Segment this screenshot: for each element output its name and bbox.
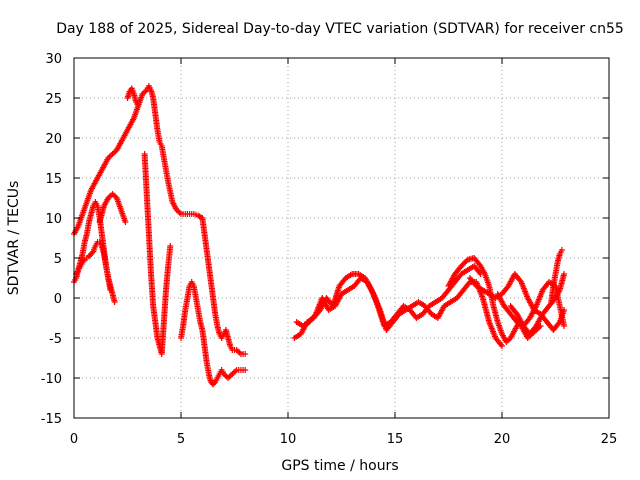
series-arc-14 [548, 247, 565, 305]
data-point [89, 249, 96, 256]
data-point [561, 323, 568, 329]
y-tick-label: 0 [54, 292, 62, 307]
y-axis-label: SDTVAR / TECUs [6, 181, 22, 296]
series-arc-4 [96, 191, 129, 225]
series-arc-5 [124, 85, 142, 109]
data-point [555, 320, 562, 327]
series-arc-9 [293, 275, 505, 349]
data-point [242, 351, 249, 357]
x-tick-label: 5 [177, 432, 185, 447]
data-point [499, 343, 505, 349]
plot-frame [73, 57, 610, 419]
data-point [558, 247, 565, 253]
x-tick-label: 15 [387, 432, 404, 447]
series-arc-7 [178, 279, 249, 388]
series-arc-6 [141, 151, 174, 357]
chart-title: Day 188 of 2025, Sidereal Day-to-day VTE… [56, 21, 624, 37]
x-tick-label: 10 [280, 432, 297, 447]
y-tick-label: 20 [45, 132, 62, 147]
y-tick-label: -10 [41, 372, 62, 387]
x-tick-label: 20 [494, 432, 511, 447]
data-point [80, 257, 87, 264]
y-tick-label: -5 [49, 332, 62, 347]
data-point [122, 219, 129, 225]
data-point [211, 380, 218, 387]
data-point [135, 103, 142, 109]
grid [74, 58, 609, 418]
y-tick-label: -15 [41, 412, 62, 427]
y-tick-label: 10 [45, 212, 62, 227]
y-tick-label: 30 [45, 52, 62, 67]
data-point [465, 280, 472, 287]
data-point [167, 243, 174, 249]
x-tick-label: 25 [601, 432, 618, 447]
x-tick-label: 0 [70, 432, 78, 447]
axis-ticks: 0 5 10 15 20 25 -15 -10 -5 0 5 10 15 20 25 30 [41, 52, 618, 447]
x-axis-label: GPS time / hours [281, 458, 398, 474]
data-point [561, 271, 568, 277]
data-point [242, 367, 249, 373]
data-point [111, 299, 118, 305]
y-tick-label: 5 [54, 252, 62, 267]
series-arc-1 [71, 83, 249, 357]
data-point [497, 341, 504, 348]
data-points [71, 83, 568, 388]
series-arc-11 [466, 271, 568, 333]
y-tick-label: 25 [45, 92, 62, 107]
y-tick-label: 15 [45, 172, 62, 187]
series-arc-3 [71, 239, 118, 305]
data-point [561, 307, 568, 313]
